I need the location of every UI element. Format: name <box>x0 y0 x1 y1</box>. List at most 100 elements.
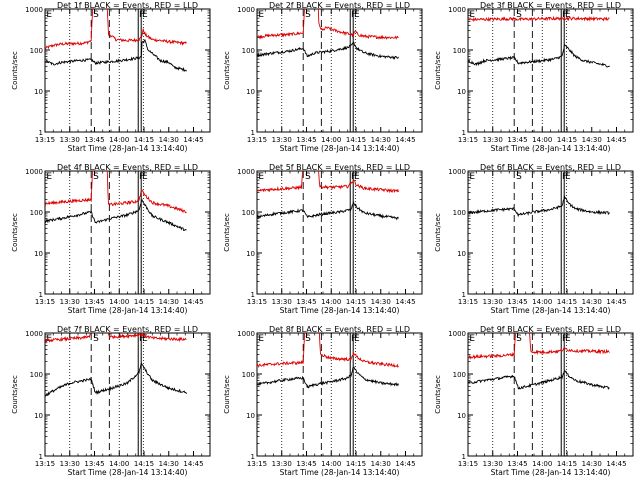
x-tick-label: 14:30 <box>159 136 179 144</box>
x-tick-label: 14:30 <box>371 298 391 306</box>
x-tick-label: 14:45 <box>183 460 203 468</box>
x-tick-label: 14:00 <box>321 298 341 306</box>
x-axis-label: Start Time (28-Jan-14 13:14:40) <box>491 306 611 315</box>
x-tick-label: 13:15 <box>35 136 55 144</box>
lld-series-line <box>45 9 187 50</box>
x-tick-label: 14:15 <box>346 298 366 306</box>
y-tick-label: 100 <box>30 47 43 55</box>
y-tick-label: 1 <box>251 129 255 137</box>
x-tick-label: 14:30 <box>371 460 391 468</box>
x-tick-label: 13:45 <box>84 136 104 144</box>
x-tick-label: 13:45 <box>296 298 316 306</box>
chart-panel-7f: Det 7f BLACK = Events, RED = LLD 1 10 100 10… <box>11 325 211 477</box>
x-tick-label: 13:45 <box>507 460 527 468</box>
x-tick-label: 14:15 <box>557 460 577 468</box>
y-tick-label: 1000 <box>448 168 466 176</box>
x-tick-label: 14:00 <box>109 136 129 144</box>
x-tick-label: 14:15 <box>134 460 154 468</box>
x-axis-label: Start Time (28-Jan-14 13:14:40) <box>280 306 400 315</box>
y-tick-label: 10 <box>246 412 255 420</box>
event-marker-label: E <box>354 10 360 20</box>
y-tick-label: 100 <box>453 47 466 55</box>
lld-series-line <box>45 171 187 214</box>
x-tick-label: 13:30 <box>272 460 292 468</box>
event-marker-label: S <box>305 172 311 182</box>
event-marker-label: S <box>93 172 99 182</box>
events-series-line <box>468 370 610 390</box>
y-tick-label: 10 <box>246 88 255 96</box>
events-series-line <box>257 366 399 389</box>
x-tick-label: 13:15 <box>247 298 267 306</box>
y-tick-label: 1 <box>251 291 255 299</box>
event-marker-label: S <box>93 10 99 20</box>
events-series-line <box>257 201 399 221</box>
event-marker-label: E <box>565 172 571 182</box>
chart-title: Det 5f BLACK = Events, RED = LLD <box>269 163 410 172</box>
chart-panel-5f: Det 5f BLACK = Events, RED = LLD 1 10 100 10… <box>223 163 423 315</box>
y-tick-label: 1 <box>39 129 43 137</box>
chart-title: Det 1f BLACK = Events, RED = LLD <box>57 1 198 10</box>
event-marker-label: E <box>142 172 148 182</box>
x-tick-label: 14:45 <box>395 298 415 306</box>
event-marker-label: E <box>565 10 571 20</box>
y-axis-label: Counts/sec <box>434 51 442 90</box>
x-axis-label: Start Time (28-Jan-14 13:14:40) <box>68 144 188 153</box>
event-marker-label: E <box>142 10 148 20</box>
events-series-line <box>468 43 610 68</box>
x-tick-label: 14:00 <box>532 136 552 144</box>
chart-panel-4f: Det 4f BLACK = Events, RED = LLD 1 10 100 10… <box>11 163 211 315</box>
x-tick-label: 13:30 <box>483 460 503 468</box>
x-tick-label: 14:45 <box>183 136 203 144</box>
x-tick-label: 14:30 <box>582 460 602 468</box>
chart-panel-2f: Det 2f BLACK = Events, RED = LLD 1 10 100 10… <box>223 1 423 153</box>
chart-panel-3f: Det 3f BLACK = Events, RED = LLD 1 10 100 10… <box>434 1 634 153</box>
lld-series-line <box>45 333 187 344</box>
x-tick-label: 13:15 <box>247 136 267 144</box>
chart-panel-1f: Det 1f BLACK = Events, RED = LLD 1 10 100 10… <box>11 1 211 153</box>
event-marker-label: S <box>516 334 522 344</box>
x-tick-label: 13:45 <box>84 460 104 468</box>
y-tick-label: 1000 <box>448 330 466 338</box>
x-tick-label: 13:15 <box>35 298 55 306</box>
lld-series-line <box>257 9 399 40</box>
x-tick-label: 13:45 <box>507 136 527 144</box>
x-tick-label: 14:15 <box>134 298 154 306</box>
x-tick-label: 13:30 <box>60 136 80 144</box>
y-tick-label: 1000 <box>25 330 43 338</box>
event-marker-label: E <box>46 172 52 182</box>
event-marker-label: S <box>516 172 522 182</box>
x-tick-label: 13:15 <box>458 298 478 306</box>
y-tick-label: 100 <box>30 209 43 217</box>
x-tick-label: 14:30 <box>371 136 391 144</box>
chart-title: Det 9f BLACK = Events, RED = LLD <box>480 325 621 334</box>
x-tick-label: 13:30 <box>272 298 292 306</box>
chart-panel-9f: Det 9f BLACK = Events, RED = LLD 1 10 100 10… <box>434 325 634 477</box>
event-marker-label: E <box>258 334 264 344</box>
chart-panel-8f: Det 8f BLACK = Events, RED = LLD 1 10 100 10… <box>223 325 423 477</box>
event-marker-label: S <box>305 10 311 20</box>
y-axis-label: Counts/sec <box>223 51 231 90</box>
x-tick-label: 14:00 <box>532 298 552 306</box>
x-axis-label: Start Time (28-Jan-14 13:14:40) <box>68 468 188 477</box>
y-tick-label: 1 <box>39 453 43 461</box>
events-series-line <box>45 361 187 397</box>
events-series-line <box>45 198 187 232</box>
y-tick-label: 10 <box>246 250 255 258</box>
y-axis-label: Counts/sec <box>434 375 442 414</box>
y-tick-label: 1000 <box>237 168 255 176</box>
y-axis-label: Counts/sec <box>11 51 19 90</box>
x-tick-label: 14:15 <box>346 136 366 144</box>
event-marker-label: E <box>469 172 475 182</box>
chart-title: Det 4f BLACK = Events, RED = LLD <box>57 163 198 172</box>
events-series-line <box>468 195 610 218</box>
y-tick-label: 1 <box>251 453 255 461</box>
x-tick-label: 13:45 <box>296 136 316 144</box>
x-tick-label: 14:30 <box>159 298 179 306</box>
event-marker-label: S <box>305 334 311 344</box>
x-tick-label: 13:30 <box>272 136 292 144</box>
x-tick-label: 13:45 <box>296 460 316 468</box>
y-tick-label: 1000 <box>448 6 466 14</box>
x-tick-label: 14:00 <box>109 298 129 306</box>
chart-title: Det 2f BLACK = Events, RED = LLD <box>269 1 410 10</box>
